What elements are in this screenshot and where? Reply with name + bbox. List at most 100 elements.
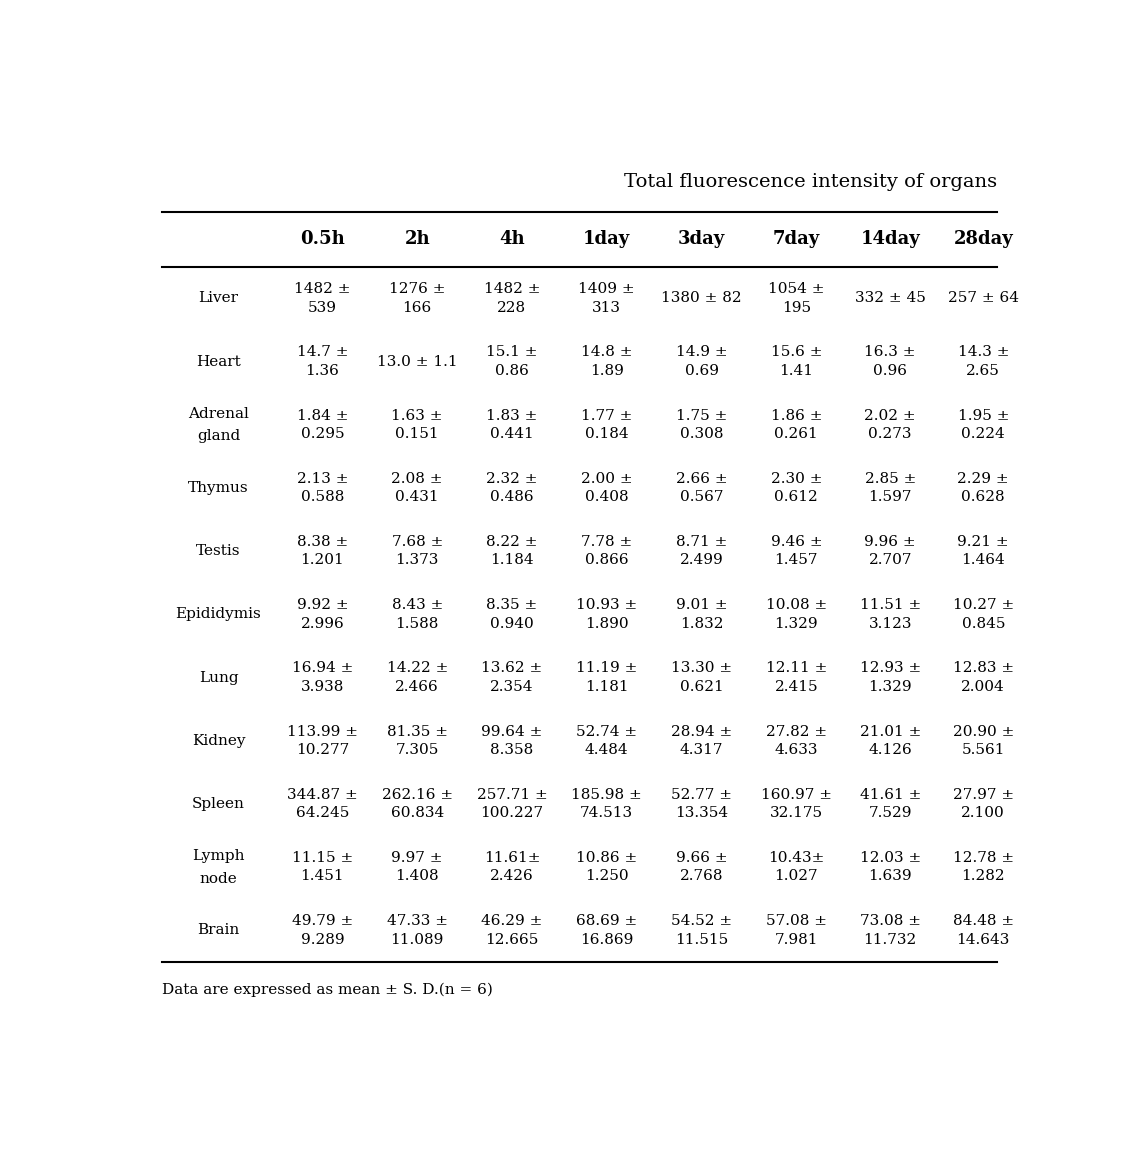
Text: 41.61 ±
7.529: 41.61 ± 7.529 — [859, 788, 921, 821]
Text: 185.98 ±
74.513: 185.98 ± 74.513 — [571, 788, 642, 821]
Text: 73.08 ±
11.732: 73.08 ± 11.732 — [859, 914, 921, 947]
Text: 15.1 ±
0.86: 15.1 ± 0.86 — [486, 346, 537, 378]
Text: Liver: Liver — [199, 291, 239, 305]
Text: 16.94 ±
3.938: 16.94 ± 3.938 — [292, 661, 353, 694]
Text: 9.66 ±
2.768: 9.66 ± 2.768 — [675, 851, 727, 883]
Text: 1482 ±
228: 1482 ± 228 — [484, 282, 540, 314]
Text: 8.71 ±
2.499: 8.71 ± 2.499 — [675, 535, 727, 568]
Text: 12.11 ±
2.415: 12.11 ± 2.415 — [765, 661, 827, 694]
Text: 12.78 ±
1.282: 12.78 ± 1.282 — [953, 851, 1014, 883]
Text: 81.35 ±
7.305: 81.35 ± 7.305 — [387, 725, 448, 757]
Text: 52.77 ±
13.354: 52.77 ± 13.354 — [671, 788, 732, 821]
Text: 12.03 ±
1.639: 12.03 ± 1.639 — [859, 851, 921, 883]
Text: 11.61±
2.426: 11.61± 2.426 — [484, 851, 540, 883]
Text: 1.95 ±
0.224: 1.95 ± 0.224 — [957, 409, 1009, 442]
Text: Thymus: Thymus — [188, 481, 249, 495]
Text: 0.5h: 0.5h — [300, 230, 344, 249]
Text: 1.63 ±
0.151: 1.63 ± 0.151 — [392, 409, 443, 442]
Text: 9.96 ±
2.707: 9.96 ± 2.707 — [864, 535, 916, 568]
Text: 2.30 ±
0.612: 2.30 ± 0.612 — [771, 472, 822, 504]
Text: 14.9 ±
0.69: 14.9 ± 0.69 — [675, 346, 727, 378]
Text: 11.19 ±
1.181: 11.19 ± 1.181 — [576, 661, 637, 694]
Text: Kidney: Kidney — [192, 734, 246, 748]
Text: 9.97 ±
1.408: 9.97 ± 1.408 — [392, 851, 443, 883]
Text: 27.97 ±
2.100: 27.97 ± 2.100 — [953, 788, 1014, 821]
Text: 10.93 ±
1.890: 10.93 ± 1.890 — [576, 599, 637, 631]
Text: 10.08 ±
1.329: 10.08 ± 1.329 — [765, 599, 827, 631]
Text: Total fluorescence intensity of organs: Total fluorescence intensity of organs — [624, 172, 996, 191]
Text: 57.08 ±
7.981: 57.08 ± 7.981 — [766, 914, 827, 947]
Text: Epididymis: Epididymis — [176, 608, 261, 622]
Text: 68.69 ±
16.869: 68.69 ± 16.869 — [576, 914, 637, 947]
Text: 2.29 ±
0.628: 2.29 ± 0.628 — [957, 472, 1009, 504]
Text: 2.85 ±
1.597: 2.85 ± 1.597 — [865, 472, 916, 504]
Text: 1day: 1day — [583, 230, 631, 249]
Text: 12.83 ±
2.004: 12.83 ± 2.004 — [953, 661, 1014, 694]
Text: 20.90 ±
5.561: 20.90 ± 5.561 — [953, 725, 1014, 757]
Text: 9.21 ±
1.464: 9.21 ± 1.464 — [957, 535, 1009, 568]
Text: node: node — [200, 872, 238, 885]
Text: 1.77 ±
0.184: 1.77 ± 0.184 — [581, 409, 633, 442]
Text: 4h: 4h — [499, 230, 525, 249]
Text: Lung: Lung — [199, 670, 238, 684]
Text: 28.94 ±
4.317: 28.94 ± 4.317 — [671, 725, 733, 757]
Text: 262.16 ±
60.834: 262.16 ± 60.834 — [381, 788, 453, 821]
Text: 257 ± 64: 257 ± 64 — [948, 291, 1019, 305]
Text: 8.38 ±
1.201: 8.38 ± 1.201 — [297, 535, 348, 568]
Text: 13.0 ± 1.1: 13.0 ± 1.1 — [377, 355, 458, 369]
Text: 21.01 ±
4.126: 21.01 ± 4.126 — [859, 725, 921, 757]
Text: 16.3 ±
0.96: 16.3 ± 0.96 — [864, 346, 916, 378]
Text: 8.35 ±
0.940: 8.35 ± 0.940 — [486, 599, 537, 631]
Text: Heart: Heart — [196, 355, 241, 369]
Text: 28day: 28day — [954, 230, 1013, 249]
Text: 1054 ±
195: 1054 ± 195 — [769, 282, 825, 314]
Text: 1.83 ±
0.441: 1.83 ± 0.441 — [486, 409, 537, 442]
Text: 14.3 ±
2.65: 14.3 ± 2.65 — [957, 346, 1009, 378]
Text: 84.48 ±
14.643: 84.48 ± 14.643 — [953, 914, 1014, 947]
Text: 257.71 ±
100.227: 257.71 ± 100.227 — [477, 788, 548, 821]
Text: 9.01 ±
1.832: 9.01 ± 1.832 — [675, 599, 727, 631]
Text: 13.62 ±
2.354: 13.62 ± 2.354 — [481, 661, 543, 694]
Text: 14.22 ±
2.466: 14.22 ± 2.466 — [386, 661, 448, 694]
Text: 2.13 ±
0.588: 2.13 ± 0.588 — [296, 472, 348, 504]
Text: 11.51 ±
3.123: 11.51 ± 3.123 — [859, 599, 921, 631]
Text: 3day: 3day — [678, 230, 725, 249]
Text: 2.66 ±
0.567: 2.66 ± 0.567 — [675, 472, 727, 504]
Text: 10.43±
1.027: 10.43± 1.027 — [769, 851, 825, 883]
Text: 160.97 ±
32.175: 160.97 ± 32.175 — [761, 788, 831, 821]
Text: 52.74 ±
4.484: 52.74 ± 4.484 — [577, 725, 637, 757]
Text: 49.79 ±
9.289: 49.79 ± 9.289 — [292, 914, 353, 947]
Text: 46.29 ±
12.665: 46.29 ± 12.665 — [481, 914, 543, 947]
Text: 1.86 ±
0.261: 1.86 ± 0.261 — [771, 409, 822, 442]
Text: 2h: 2h — [404, 230, 430, 249]
Text: 99.64 ±
8.358: 99.64 ± 8.358 — [481, 725, 543, 757]
Text: Brain: Brain — [197, 924, 240, 938]
Text: 12.93 ±
1.329: 12.93 ± 1.329 — [859, 661, 921, 694]
Text: 1.84 ±
0.295: 1.84 ± 0.295 — [296, 409, 348, 442]
Text: 47.33 ±
11.089: 47.33 ± 11.089 — [387, 914, 448, 947]
Text: 8.22 ±
1.184: 8.22 ± 1.184 — [486, 535, 537, 568]
Text: 9.46 ±
1.457: 9.46 ± 1.457 — [771, 535, 822, 568]
Text: 7.68 ±
1.373: 7.68 ± 1.373 — [392, 535, 443, 568]
Text: 9.92 ±
2.996: 9.92 ± 2.996 — [296, 599, 348, 631]
Text: 27.82 ±
4.633: 27.82 ± 4.633 — [765, 725, 827, 757]
Text: 15.6 ±
1.41: 15.6 ± 1.41 — [771, 346, 822, 378]
Text: 8.43 ±
1.588: 8.43 ± 1.588 — [392, 599, 443, 631]
Text: 14day: 14day — [861, 230, 920, 249]
Text: 2.08 ±
0.431: 2.08 ± 0.431 — [392, 472, 443, 504]
Text: 1380 ± 82: 1380 ± 82 — [661, 291, 742, 305]
Text: Adrenal: Adrenal — [188, 407, 249, 421]
Text: 2.00 ±
0.408: 2.00 ± 0.408 — [581, 472, 633, 504]
Text: 54.52 ±
11.515: 54.52 ± 11.515 — [671, 914, 733, 947]
Text: 14.7 ±
1.36: 14.7 ± 1.36 — [296, 346, 348, 378]
Text: 332 ± 45: 332 ± 45 — [855, 291, 926, 305]
Text: 1276 ±
166: 1276 ± 166 — [389, 282, 445, 314]
Text: 7day: 7day — [773, 230, 820, 249]
Text: gland: gland — [196, 429, 240, 443]
Text: 1482 ±
539: 1482 ± 539 — [294, 282, 351, 314]
Text: 10.27 ±
0.845: 10.27 ± 0.845 — [953, 599, 1014, 631]
Text: Spleen: Spleen — [192, 798, 245, 812]
Text: 11.15 ±
1.451: 11.15 ± 1.451 — [292, 851, 353, 883]
Text: Lymph: Lymph — [192, 849, 245, 862]
Text: 7.78 ±
0.866: 7.78 ± 0.866 — [581, 535, 633, 568]
